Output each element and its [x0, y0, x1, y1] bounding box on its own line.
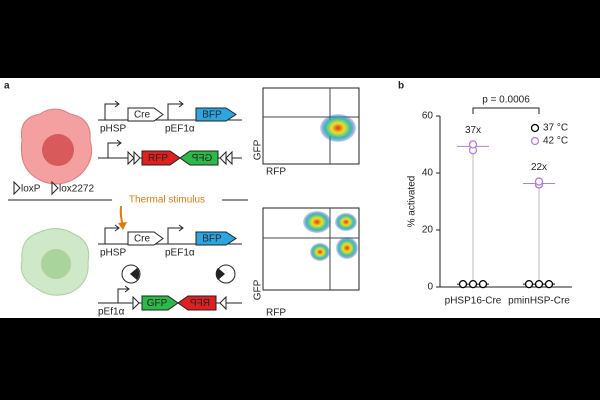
axis-label: GFP — [253, 279, 264, 300]
y-tick-label: 60 — [422, 111, 434, 122]
dot — [544, 279, 554, 289]
axis-label: GFP — [253, 139, 264, 160]
cluster — [335, 213, 357, 231]
dot — [524, 279, 534, 289]
reporter-box — [195, 231, 237, 246]
y-tick-label: 0 — [427, 282, 433, 293]
scissors — [130, 268, 140, 280]
dot — [478, 279, 488, 289]
reporter-label: BFP — [202, 110, 222, 121]
rfp-box — [177, 295, 217, 311]
legend-label: 42 °C — [543, 136, 568, 147]
nucleus — [41, 249, 71, 279]
reporter-label: BFP — [202, 234, 222, 245]
rfp-label: RFP — [190, 298, 210, 309]
reporter-box — [195, 107, 237, 122]
fold-annotation: 22x — [531, 162, 547, 173]
y-axis-label: % activated — [407, 176, 418, 228]
gene-box — [127, 231, 164, 246]
lox2272-icon — [51, 180, 59, 196]
promoter-label: pEF1α — [165, 248, 195, 259]
promoter-label: pHSP — [100, 248, 126, 259]
gfp-box — [141, 295, 179, 311]
panel-label: a — [4, 81, 10, 92]
cluster — [303, 211, 331, 233]
axis-label: RFP — [266, 308, 286, 319]
cluster — [336, 237, 358, 259]
legend-label: lox2272 — [59, 184, 94, 195]
promoter-label: pEf1α — [98, 307, 125, 318]
promoter-label: pHSP — [100, 124, 126, 135]
scissors — [215, 268, 225, 280]
promoter-label: pEF1α — [165, 124, 195, 135]
dot — [468, 279, 478, 289]
gfp-label: GFP — [147, 298, 168, 309]
legend-label: 37 °C — [543, 123, 568, 134]
dot — [534, 279, 544, 289]
panel-label: b — [398, 81, 404, 92]
gfp-label: GFP — [191, 153, 212, 164]
gene-box — [127, 107, 164, 122]
gene-label: Cre — [134, 110, 151, 121]
nucleus — [42, 134, 74, 166]
dot — [534, 177, 544, 186]
x-tick-label: pHSP16-Cre — [445, 296, 502, 307]
lox-site — [132, 295, 140, 311]
legend-marker — [530, 123, 540, 133]
x-tick-label: pminHSP-Cre — [508, 296, 570, 307]
cluster — [320, 114, 356, 142]
axis-label: RFP — [266, 167, 286, 178]
p-value: p = 0.0006 — [482, 95, 530, 106]
loxp-icon — [13, 180, 21, 196]
panel-a: a Cre BFP pHSP pEF1α RFP GFP loxP lox227… — [4, 81, 360, 319]
rfp-box — [141, 150, 181, 166]
rfp-label: RFP — [148, 153, 168, 164]
panel-b: b 0 20 40 60 % activated pHSP16-Cre 37x pminHSP-… — [398, 81, 572, 307]
lox-site — [219, 295, 227, 311]
lox-sites — [127, 150, 233, 166]
legend-marker — [530, 136, 540, 146]
dot — [468, 140, 478, 149]
stimulus-label: Thermal stimulus — [129, 195, 205, 206]
legend-label: loxP — [21, 184, 41, 195]
fold-annotation: 37x — [465, 125, 481, 136]
stimulus-arrowhead — [118, 222, 127, 230]
y-tick-label: 20 — [422, 225, 434, 236]
y-tick-label: 40 — [422, 168, 434, 179]
dot — [458, 279, 468, 289]
significance-bracket — [472, 107, 540, 114]
gene-label: Cre — [134, 234, 151, 245]
cluster — [310, 243, 330, 261]
gfp-box — [179, 150, 219, 166]
